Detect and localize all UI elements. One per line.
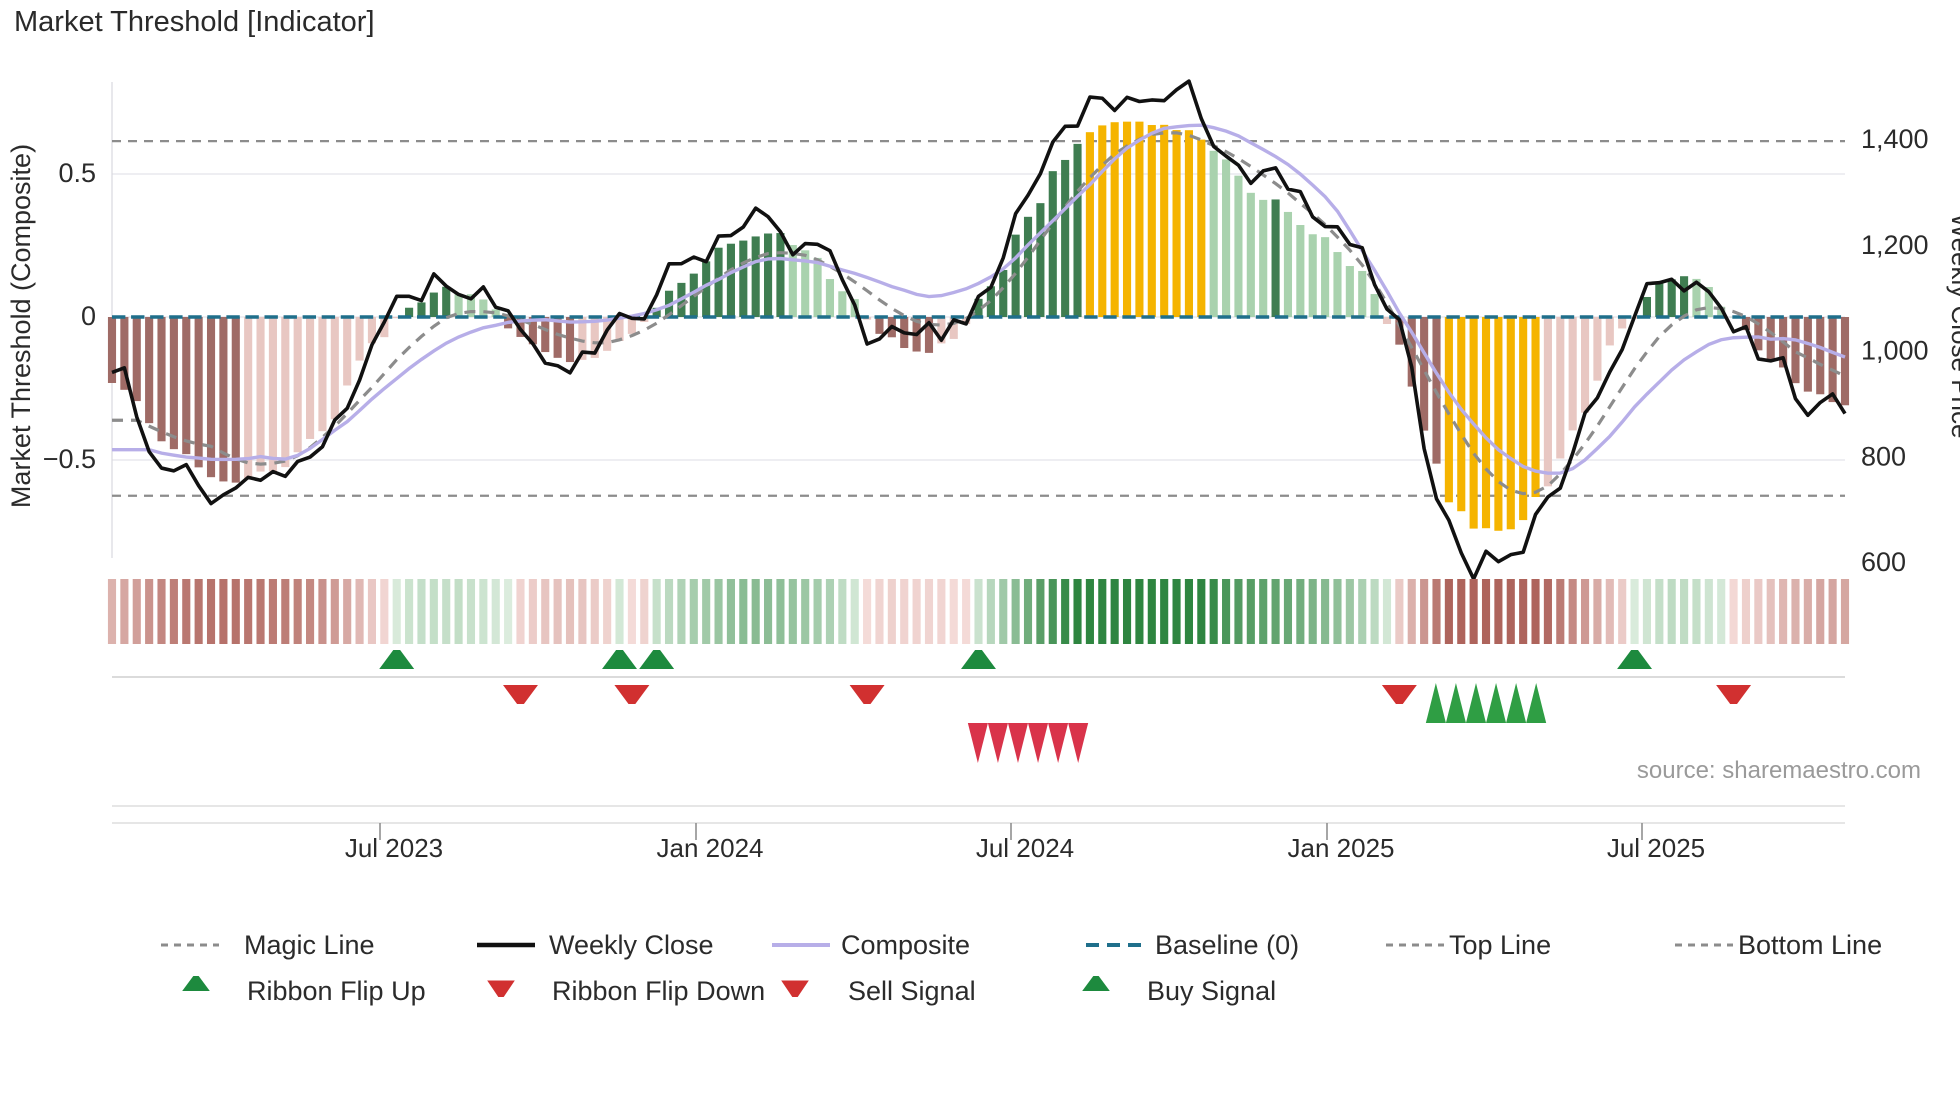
svg-text:source: sharemaestro.com: source: sharemaestro.com (1637, 757, 1921, 784)
svg-text:Baseline (0): Baseline (0) (1155, 932, 1299, 960)
svg-text:Weekly Close Price: Weekly Close Price (1946, 214, 1960, 439)
svg-text:1,200: 1,200 (1861, 230, 1929, 260)
svg-text:600: 600 (1861, 547, 1906, 577)
svg-text:1,400: 1,400 (1861, 124, 1929, 154)
svg-text:−0.5: −0.5 (43, 444, 96, 474)
svg-text:Ribbon Flip Down: Ribbon Flip Down (552, 976, 765, 1006)
svg-text:Jan 2024: Jan 2024 (657, 833, 764, 863)
svg-text:Jan 2025: Jan 2025 (1288, 833, 1395, 863)
svg-text:Market Threshold (Composite): Market Threshold (Composite) (6, 144, 36, 508)
svg-text:0: 0 (81, 301, 96, 331)
svg-text:800: 800 (1861, 441, 1906, 471)
svg-text:Weekly Close: Weekly Close (549, 932, 714, 960)
svg-text:Top Line: Top Line (1449, 932, 1551, 960)
svg-text:Magic Line: Magic Line (244, 932, 375, 960)
svg-text:Ribbon Flip Up: Ribbon Flip Up (247, 976, 426, 1006)
svg-text:Jul 2024: Jul 2024 (976, 833, 1074, 863)
svg-text:Sell Signal: Sell Signal (848, 976, 976, 1006)
svg-text:Buy Signal: Buy Signal (1147, 976, 1276, 1006)
svg-text:Jul 2025: Jul 2025 (1607, 833, 1705, 863)
svg-text:1,000: 1,000 (1861, 336, 1929, 366)
svg-text:Jul 2023: Jul 2023 (345, 833, 443, 863)
svg-text:0.5: 0.5 (58, 158, 96, 188)
svg-text:Bottom Line: Bottom Line (1738, 932, 1882, 960)
svg-text:Composite: Composite (841, 932, 970, 960)
